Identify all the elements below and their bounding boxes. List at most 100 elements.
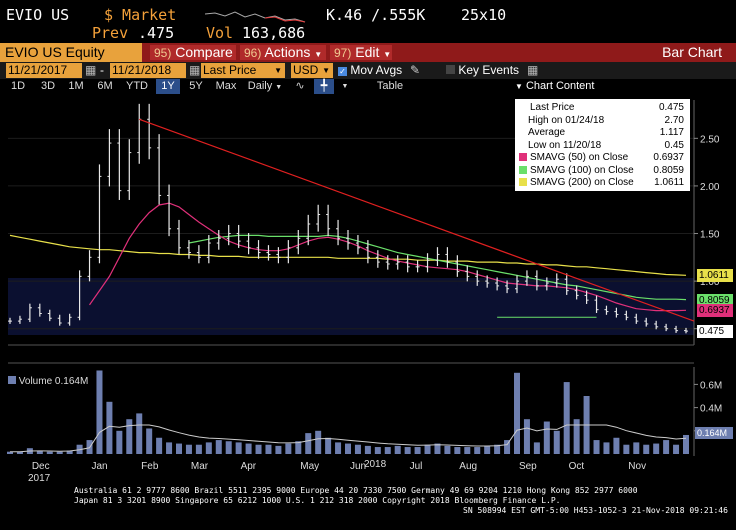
chart-legend[interactable]: Last Price 0.475 High on 01/24/18 2.70 Avera… [515,99,690,191]
price-tag: 1.0611 [697,269,733,283]
volume-bar [673,444,680,454]
volume-bar [126,419,133,454]
month-label: Apr [241,461,257,472]
start-date-field[interactable]: 11/21/2017 [6,63,82,78]
period-select[interactable]: Daily ▼ [244,79,286,94]
volume-bar [265,444,272,454]
month-label: Aug [459,461,477,472]
calendar-icon[interactable]: ▦ [189,63,201,77]
volume-bar [345,443,351,454]
month-label: May [300,461,319,472]
range-6m-button[interactable]: 6M [97,80,113,92]
period-value: Daily [247,80,273,92]
volume-bar [364,445,371,454]
volume-bar [315,430,322,454]
range-1d-button[interactable]: 1D [10,80,26,92]
legend-row[interactable]: SMAVG (200) on Close [519,177,634,189]
legend-swatch-icon [519,128,525,136]
legend-label: Average [528,127,566,138]
checkbox-checked-icon: ✓ [338,67,347,76]
range-1m-button[interactable]: 1M [68,80,84,92]
currency-select[interactable]: USD ▼ [291,63,333,78]
key-events-settings-icon[interactable]: ▦ [527,63,539,77]
volume-bar [504,440,511,454]
volume-bar [643,444,650,454]
trend-line[interactable] [139,118,695,322]
mov-avgs-checkbox[interactable]: ✓ Mov Avgs [338,63,402,78]
legend-row[interactable]: High on 01/24/18 [519,115,604,127]
volume-legend-value: 0.164M [54,376,89,387]
legend-row[interactable]: SMAVG (100) on Close [519,165,634,177]
key-events-label: Key Events [458,63,520,77]
footer-contacts-line2: Japan 81 3 3201 8900 Singapore 65 6212 1… [74,496,561,505]
volume-bar [683,434,689,454]
chevron-down-icon: ▼ [322,66,330,75]
calendar-icon[interactable]: ▦ [85,63,97,77]
chart-content-header[interactable]: ▼ Chart Content [515,79,690,94]
volume-tick-label: 0.4M [700,404,722,415]
collapse-icon[interactable]: ▼ [515,82,523,91]
table-button[interactable]: Table [376,80,404,92]
year-label: 2018 [364,459,387,470]
range-3d-button[interactable]: 3D [40,80,56,92]
legend-row[interactable]: Low on 11/20/18 [519,140,601,152]
volume-bar [494,444,501,454]
edit-caret-icon: ▼ [383,50,392,59]
volume-bar [514,372,520,454]
month-label: Feb [141,461,159,472]
edit-button[interactable]: 97) Edit ▼ [330,45,392,60]
chevron-down-icon: ▼ [274,66,282,75]
range-5y-button[interactable]: 5Y [189,80,203,92]
price-tick-label: 1.50 [700,230,720,241]
ticker-symbol[interactable]: EVIO US [6,6,70,24]
legend-label: SMAVG (200) on Close [530,177,634,188]
legend-label: Low on 11/20/18 [528,139,602,151]
chevron-down-icon[interactable]: ▼ [341,83,349,90]
field-select-value: Last Price [203,63,257,77]
legend-value: 1.117 [659,127,684,138]
command-bar: EVIO US Equity 95) Compare 96) Actions ▼… [0,43,736,62]
volume-bar [444,445,451,454]
volume-bar [484,445,491,454]
month-label: Dec [32,461,50,472]
key-events-checkbox[interactable]: Key Events [446,63,519,78]
volume-bar [464,447,471,454]
volume-bar [185,444,192,454]
volume-bar [354,444,361,454]
month-label: Sep [519,461,537,472]
volume-bar [603,442,610,454]
price-tag: 0.6937 [697,304,733,318]
prev-value: .475 [138,24,175,42]
actions-caret-icon: ▼ [314,50,323,59]
footer: Australia 61 2 9777 8600 Brazil 5511 239… [0,486,736,530]
month-label: Mar [191,461,209,472]
volume-bar [325,437,332,454]
volume-bar [563,382,570,454]
volume-bar [106,401,113,454]
chevron-down-icon: ▼ [275,84,283,91]
volume-bar [146,428,153,454]
legend-swatch-icon [519,178,527,186]
prev-label: Prev [92,24,129,42]
bar-chart-icon[interactable]: ╇ [314,79,334,94]
pencil-icon[interactable]: ✎ [410,63,421,77]
range-1y-button[interactable]: 1Y [156,79,180,94]
security-field[interactable]: EVIO US Equity [0,43,142,62]
legend-row[interactable]: Average [519,127,565,139]
month-label: Jun [350,461,366,472]
volume-bar [245,443,252,454]
legend-row[interactable]: Last Price [519,102,574,114]
range-ytd-button[interactable]: YTD [126,80,148,92]
line-chart-icon[interactable]: ∿ [295,80,305,92]
compare-button[interactable]: 95) Compare [150,45,236,60]
legend-row[interactable]: SMAVG (50) on Close [519,152,628,164]
volume-legend[interactable]: Volume 0.164M [8,376,88,387]
end-date-field[interactable]: 11/21/2018 [110,63,186,78]
price-tick-label: 2.50 [700,134,720,145]
range-max-button[interactable]: Max [215,80,237,92]
volume-bar [633,442,640,454]
field-select[interactable]: Last Price ▼ [201,63,285,78]
actions-button[interactable]: 96) Actions ▼ [240,45,326,60]
volume-value: 163,686 [242,24,306,42]
compare-label: Compare [175,44,233,60]
